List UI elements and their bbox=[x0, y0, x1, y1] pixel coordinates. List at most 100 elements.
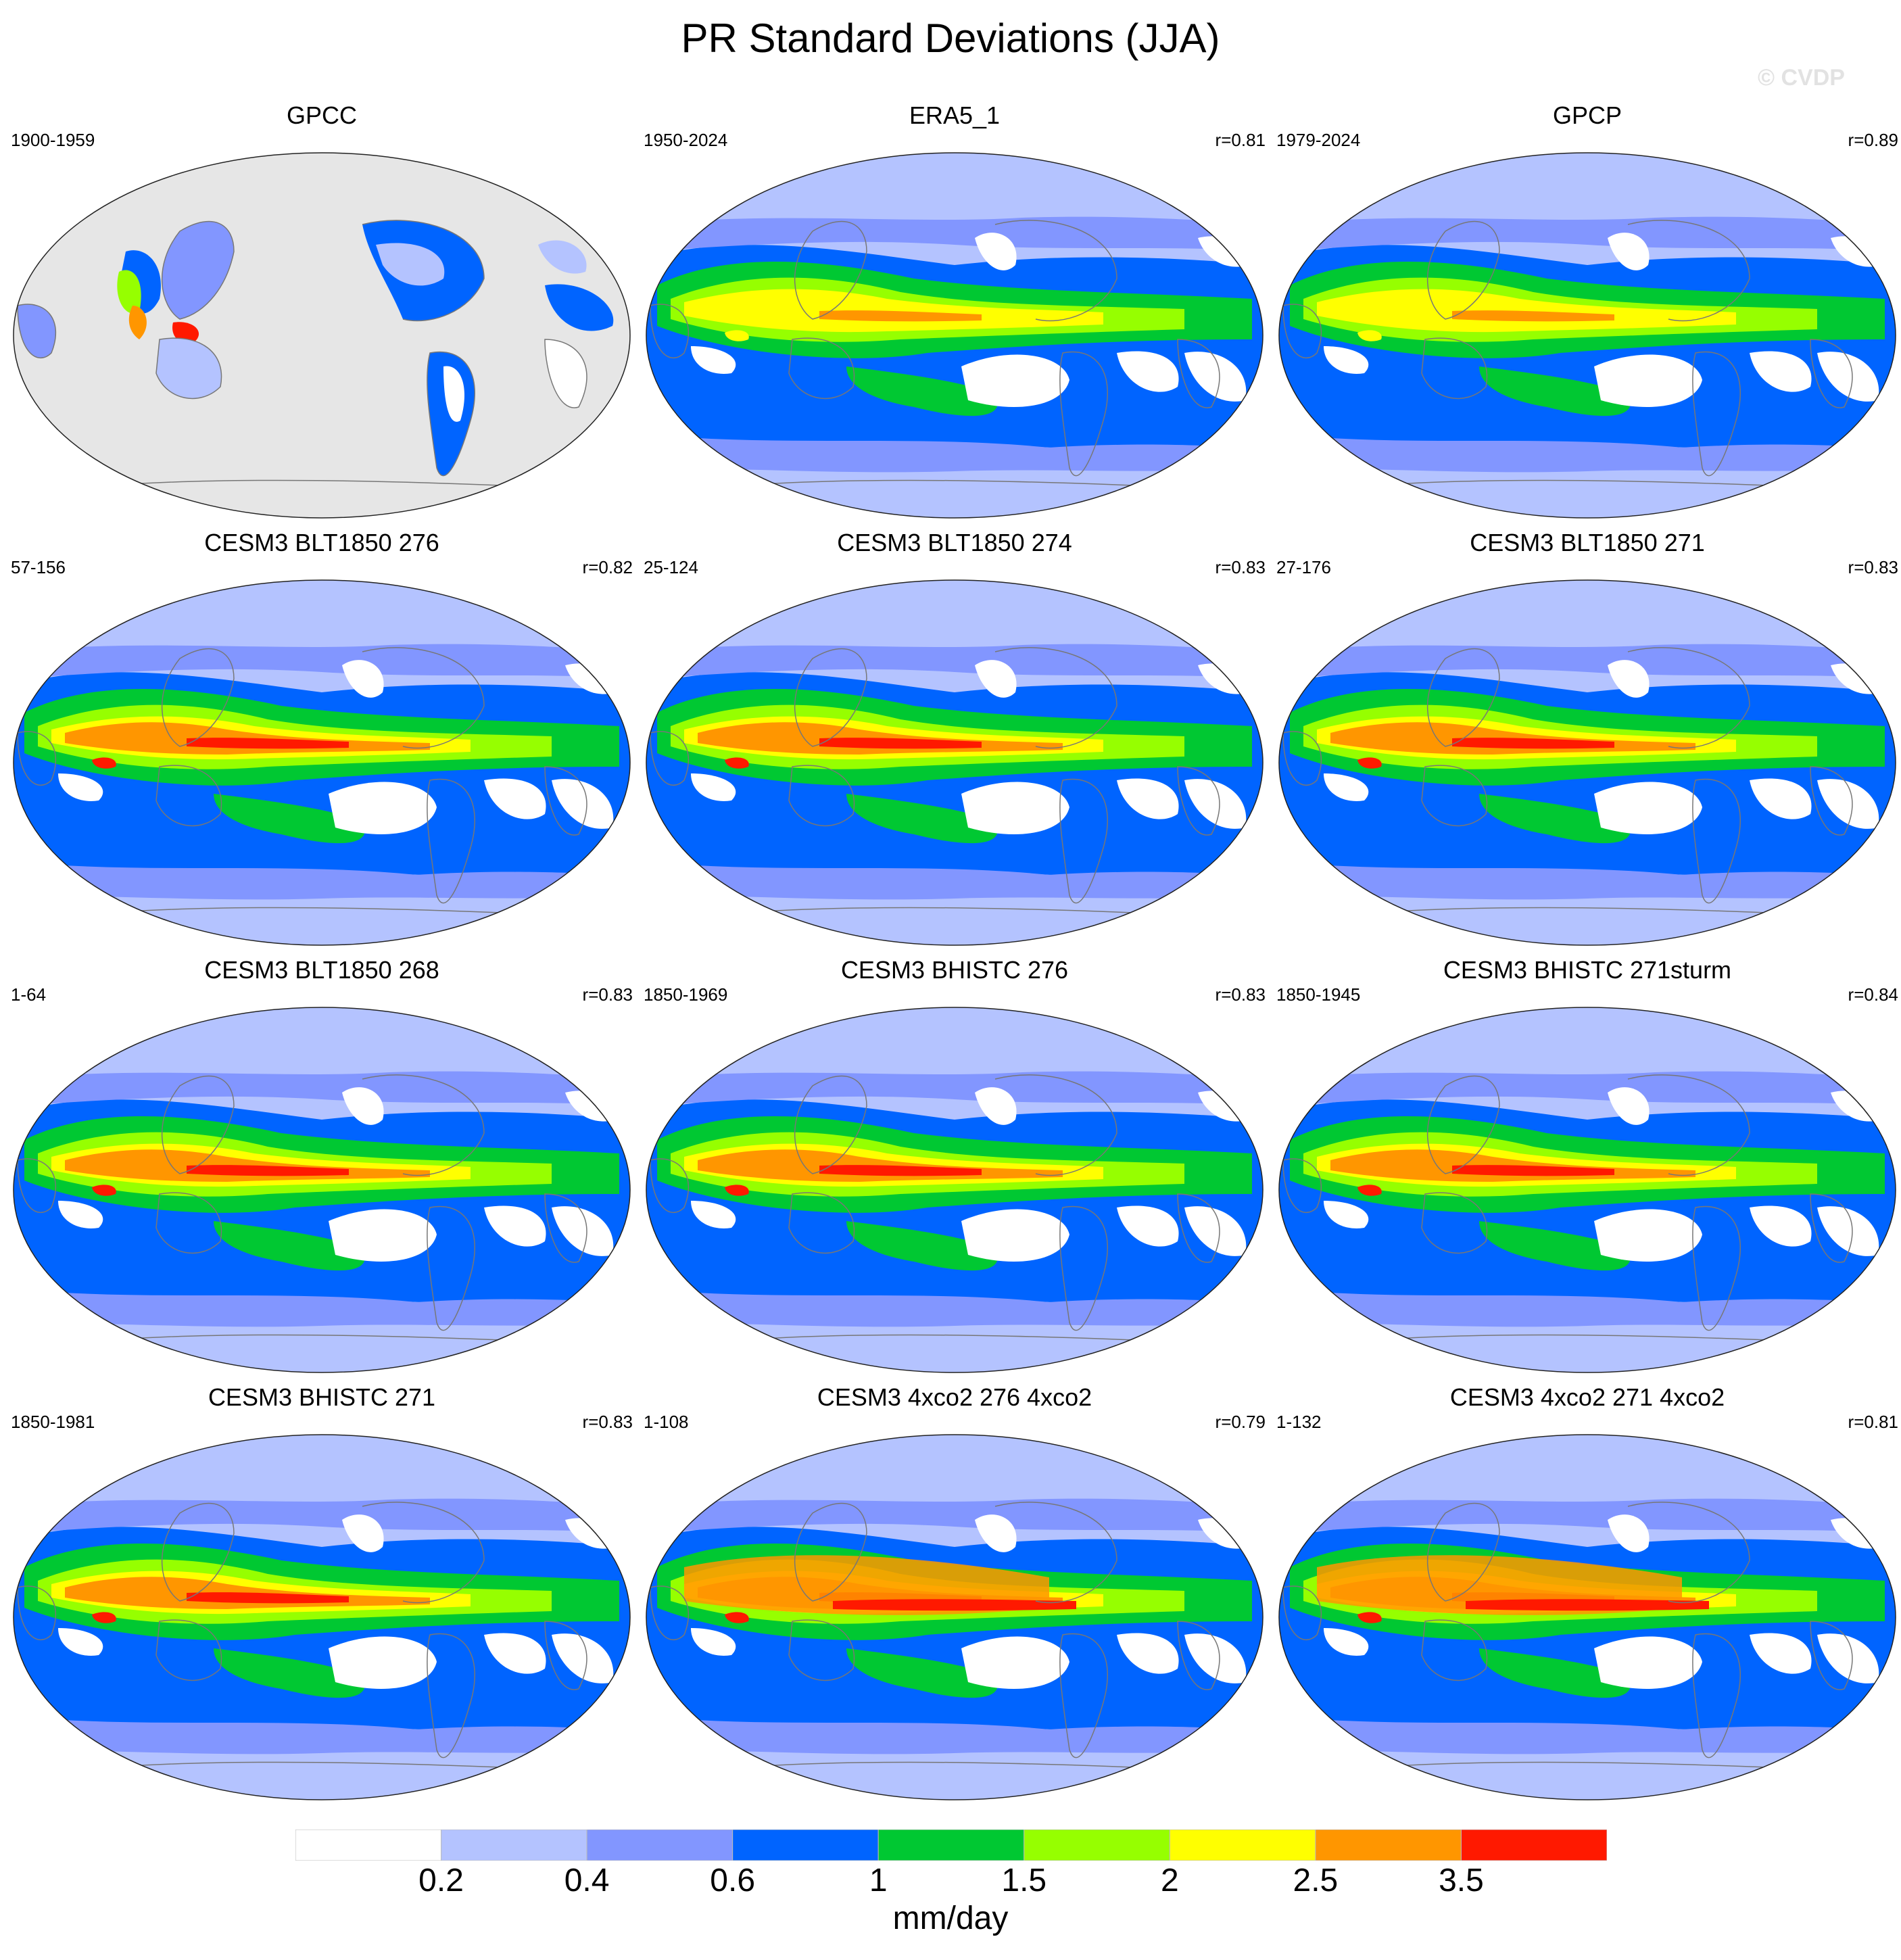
coastline bbox=[1810, 339, 1853, 408]
coastline bbox=[788, 1619, 855, 1681]
precip-field bbox=[484, 1633, 546, 1674]
panel-title: CESM3 BHISTC 271sturm bbox=[1443, 956, 1732, 984]
ocean-mask bbox=[14, 153, 630, 518]
precip-field bbox=[646, 1071, 1263, 1106]
map-border bbox=[646, 152, 1264, 519]
precip-field bbox=[1750, 1205, 1812, 1247]
coastline bbox=[1426, 1075, 1500, 1174]
coastline bbox=[1177, 1193, 1220, 1263]
colorbar-swatch bbox=[1024, 1830, 1170, 1861]
precip-field bbox=[545, 284, 614, 331]
robinson-map bbox=[646, 1007, 1264, 1373]
precip-field bbox=[329, 1209, 437, 1262]
precip-field bbox=[819, 738, 982, 749]
map-border bbox=[1278, 152, 1896, 519]
panel-correlation-label: r=0.81 bbox=[1848, 1412, 1898, 1432]
robinson-map bbox=[1278, 579, 1896, 946]
precip-field bbox=[1594, 354, 1702, 407]
precip-field bbox=[58, 773, 103, 801]
map-panel: CESM3 BLT1850 268 1-64 r=0.83 bbox=[11, 956, 633, 1375]
precip-field bbox=[14, 1071, 630, 1106]
figure-title: PR Standard Deviations (JJA) bbox=[681, 16, 1220, 61]
precip-field bbox=[961, 354, 1069, 407]
precip-field bbox=[1324, 773, 1369, 801]
precip-field bbox=[58, 1628, 103, 1656]
precip-field bbox=[975, 233, 1017, 270]
precip-field bbox=[846, 794, 998, 844]
coastline bbox=[544, 1621, 587, 1690]
panel-title: CESM3 BLT1850 274 bbox=[837, 529, 1072, 556]
precip-field bbox=[691, 1628, 736, 1656]
panel-correlation-label: r=0.89 bbox=[1848, 130, 1898, 150]
map-border bbox=[1278, 1007, 1896, 1373]
robinson-map bbox=[13, 152, 631, 519]
coastline bbox=[155, 765, 222, 827]
precip-field bbox=[342, 660, 384, 698]
panel-period-label: 1950-2024 bbox=[644, 130, 728, 150]
panel-period-label: 57-156 bbox=[11, 557, 66, 577]
coastline bbox=[650, 1158, 689, 1214]
coastline bbox=[427, 778, 476, 904]
panel-period-label: 1850-1969 bbox=[644, 984, 728, 1005]
map-panel: CESM3 BLT1850 271 27-176 r=0.83 bbox=[1276, 529, 1898, 948]
panel-correlation-label: r=0.83 bbox=[1215, 557, 1266, 577]
map-panel: CESM3 4xco2 271 4xco2 1-132 r=0.81 bbox=[1276, 1383, 1898, 1802]
colorbar-tick-label: 2.5 bbox=[1293, 1863, 1339, 1898]
coastline bbox=[544, 766, 587, 836]
precip-field bbox=[691, 773, 736, 801]
map-panel: GPCC 1900-1959 bbox=[11, 101, 633, 521]
coastline bbox=[161, 1502, 235, 1602]
precip-field bbox=[975, 660, 1017, 698]
precip-field bbox=[484, 778, 546, 819]
precip-field bbox=[1357, 1612, 1382, 1623]
coastline bbox=[161, 648, 235, 747]
precip-field bbox=[833, 1599, 1076, 1611]
precip-field bbox=[92, 757, 116, 769]
panel-title: ERA5_1 bbox=[909, 101, 1001, 129]
precip-field bbox=[92, 1612, 116, 1623]
coastline bbox=[161, 1075, 235, 1174]
cvdp-watermark: © CVDP bbox=[1758, 65, 1845, 91]
panel-period-label: 1900-1959 bbox=[11, 130, 95, 150]
precip-field bbox=[1466, 1599, 1709, 1611]
coastline bbox=[994, 220, 1117, 322]
precip-field bbox=[1608, 233, 1650, 270]
coastline bbox=[650, 304, 689, 359]
panel-period-label: 27-176 bbox=[1276, 557, 1331, 577]
colorbar-swatch bbox=[1460, 1830, 1607, 1861]
coastline bbox=[1426, 648, 1500, 747]
precip-field bbox=[961, 1209, 1069, 1262]
coastline bbox=[788, 337, 855, 400]
coastline bbox=[17, 1158, 56, 1214]
panel-title: CESM3 4xco2 276 4xco2 bbox=[817, 1383, 1092, 1411]
precip-field bbox=[646, 1498, 1263, 1533]
coastline bbox=[161, 220, 235, 320]
coastline bbox=[427, 1205, 476, 1331]
coastline bbox=[17, 304, 56, 359]
panel-correlation-label: r=0.84 bbox=[1848, 984, 1898, 1005]
precip-field bbox=[162, 221, 234, 319]
precip-field bbox=[1452, 1165, 1614, 1176]
precip-field bbox=[538, 240, 587, 274]
precip-field bbox=[1279, 1071, 1896, 1106]
precip-field bbox=[1750, 351, 1812, 392]
panel-title: CESM3 BHISTC 276 bbox=[840, 956, 1069, 984]
precip-field bbox=[1279, 1716, 1896, 1754]
robinson-map bbox=[13, 1434, 631, 1800]
precip-field bbox=[819, 310, 982, 322]
precip-field bbox=[1184, 1206, 1247, 1256]
precip-field bbox=[1817, 1633, 1879, 1683]
coastline bbox=[1421, 1619, 1488, 1681]
colorbar-tick-label: 0.4 bbox=[564, 1863, 610, 1898]
precip-field bbox=[1279, 1289, 1896, 1327]
precip-field bbox=[1608, 660, 1650, 698]
precip-field bbox=[646, 1289, 1263, 1327]
coastline bbox=[1627, 1502, 1750, 1604]
colorbar-swatch bbox=[877, 1830, 1025, 1861]
robinson-map bbox=[1278, 152, 1896, 519]
precip-field bbox=[1357, 757, 1382, 769]
precip-field bbox=[14, 644, 630, 679]
precip-field bbox=[1357, 1185, 1382, 1196]
precip-field bbox=[484, 1205, 546, 1247]
precip-field bbox=[1608, 1087, 1650, 1125]
